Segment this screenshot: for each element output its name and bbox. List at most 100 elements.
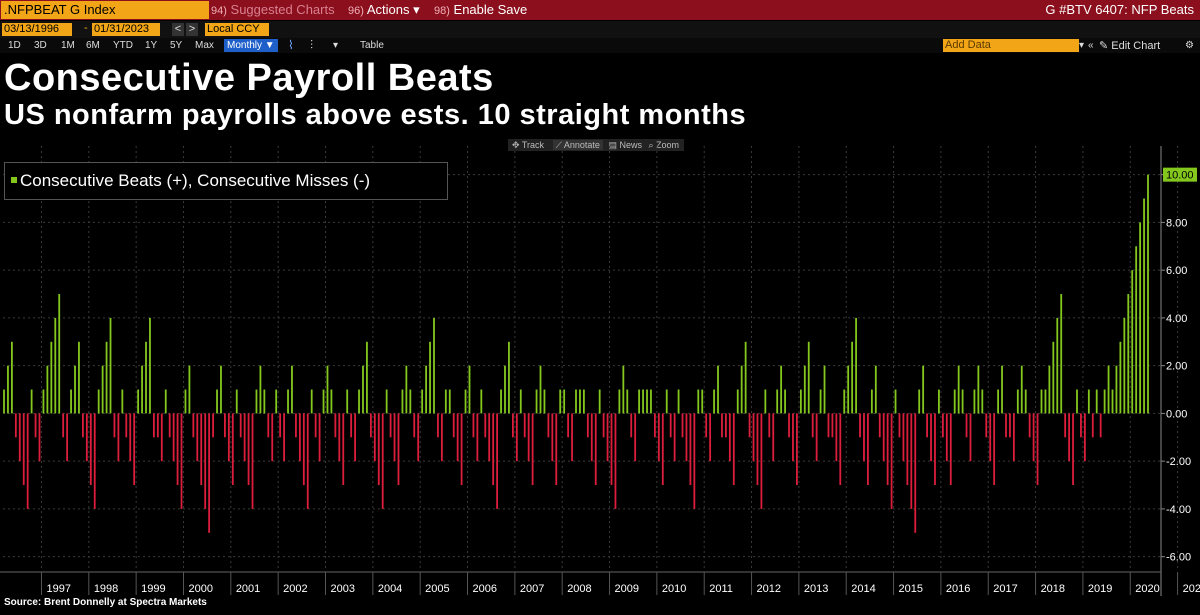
period-toolbar: Monthly ▼ ⌇ ⫶ ▾ Table Add Data ▾ « ✎ Edi… [0,38,1200,53]
line-chart-icon[interactable]: ⌇ [288,38,294,52]
bar [239,413,242,438]
bar [831,413,834,438]
bar [444,389,447,414]
track-tool[interactable]: ✥ Track [512,140,545,150]
bar [129,413,132,462]
next-period-button[interactable]: > [186,23,198,36]
end-date-input[interactable]: 01/31/2023 [92,23,160,36]
period-ytd-button[interactable]: YTD [113,40,133,51]
bar [910,413,913,509]
bar [504,365,506,414]
bar [870,389,873,414]
bar [125,413,128,438]
bar [492,413,495,486]
period-1m-button[interactable]: 1M [61,40,75,51]
bar [137,389,140,414]
x-tick-label: 2011 [709,583,733,595]
period-max-button[interactable]: Max [195,40,214,51]
bar [709,413,712,462]
bar [551,413,554,462]
bar [448,389,451,414]
bar [180,413,183,509]
bar [508,341,510,414]
bar [977,365,980,414]
enable-save-number: 98) [434,5,450,17]
enable-save-button[interactable]: 98) Enable Save [434,1,532,19]
bar [626,389,629,414]
period-1d-button[interactable]: 1D [8,40,21,51]
suggested-charts-button[interactable]: 94) Suggested Charts [211,1,345,19]
previous-period-button[interactable]: < [172,23,184,36]
edit-chart-button[interactable]: ✎ Edit Chart [1099,40,1161,52]
bar [736,389,739,414]
period-5y-button[interactable]: 5Y [170,40,183,51]
bar [855,317,857,414]
bar [101,365,104,414]
bar [26,413,29,509]
bar [184,389,187,414]
annotate-tool[interactable]: ⟋ Annotate [552,140,603,150]
bar [362,365,364,414]
collapse-icon[interactable]: « [1088,40,1094,51]
bar [1005,413,1007,438]
bar [1032,413,1035,462]
bar [89,413,92,486]
y-tick-label: 6.00 [1166,265,1187,277]
bar [1107,365,1110,414]
bar [381,413,384,509]
bar [803,365,806,414]
bar [941,413,944,438]
currency-select[interactable]: Local CCY ▾ [205,23,269,48]
bar [322,389,325,414]
frequency-select[interactable]: Monthly ▼ [224,39,278,52]
window-title: G #BTV 6407: NFP Beats [1045,2,1194,17]
bar [30,389,33,414]
bar [231,413,234,486]
add-data-dropdown-icon[interactable]: ▾ [1079,40,1085,51]
bar [815,413,818,462]
bar [582,389,585,414]
bar [433,317,435,414]
bar [38,413,41,462]
bar [784,389,786,414]
bar [220,365,222,414]
x-tick-label: 2014 [851,583,875,595]
suggested-charts-label: Suggested Charts [230,2,335,17]
bar [1135,246,1138,414]
bar [1044,389,1047,414]
ticker-field[interactable]: .NFPBEAT G Index [1,1,209,19]
bar [894,389,897,414]
period-6m-button[interactable]: 6M [86,40,100,51]
bar [429,341,431,414]
bar [567,413,570,438]
bar [1147,174,1149,414]
bar [610,413,613,486]
zoom-tool[interactable]: ⌕ Zoom [648,140,680,150]
bar [7,365,9,414]
y-tick-label: -6.00 [1166,552,1191,564]
x-tick-label: 2001 [236,583,260,595]
period-3d-button[interactable]: 3D [34,40,47,51]
bar [1001,365,1003,414]
bar [342,413,345,486]
news-tool[interactable]: ▤ News [608,140,642,150]
bar [630,413,633,438]
bar-chart-icon[interactable]: ⫶ [310,38,314,52]
bar [476,413,479,462]
x-tick-label: 1997 [46,583,70,595]
period-1y-button[interactable]: 1Y [145,40,158,51]
settings-gear-icon[interactable]: ⚙ [1185,40,1194,51]
bar [1083,413,1086,462]
bar [693,413,696,509]
bar [133,413,136,486]
bar [851,341,854,414]
bar [981,389,984,414]
actions-menu-button[interactable]: 96) Actions ▾ [348,1,432,19]
add-data-input[interactable]: Add Data [943,39,1079,52]
table-button[interactable]: Table [360,40,384,51]
bar [153,413,155,438]
bar [3,389,5,414]
bar [109,317,112,414]
start-date-input[interactable]: 03/13/1996 [2,23,72,36]
chart-type-dropdown-icon[interactable]: ▾ [333,40,339,51]
